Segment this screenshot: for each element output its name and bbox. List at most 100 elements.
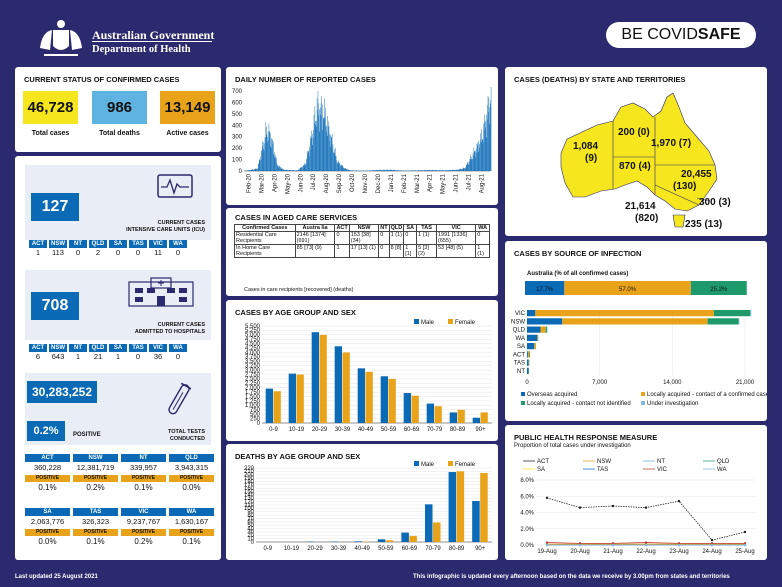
source-bar xyxy=(562,318,708,325)
y-tick-label: 0 xyxy=(257,421,261,427)
map-nsw: 20,455 (130) xyxy=(673,169,712,192)
care-cell: 85 [73] (9) xyxy=(294,244,336,258)
care-header: QLD xyxy=(388,224,405,232)
y-tick-label: 5,250 xyxy=(245,328,261,334)
tests-state-header: QLD xyxy=(169,454,214,462)
y-tick-label: 2,250 xyxy=(245,381,261,387)
y-tick-label: 250 xyxy=(250,416,261,422)
state-header: NT xyxy=(69,240,87,248)
icu-value: 127 xyxy=(31,193,79,221)
department-title: Department of Health xyxy=(92,44,191,55)
source-bar xyxy=(527,359,529,366)
age-deaths-chart: 0102030405060708090100110120130140150160… xyxy=(244,461,492,552)
legend-label: VIC xyxy=(657,467,668,473)
care-header: VIC xyxy=(435,224,477,232)
x-tick-label: Apr-20 xyxy=(272,173,278,192)
source-bar xyxy=(535,310,714,317)
y-tick-label: 100 xyxy=(232,158,243,164)
state-header: NSW xyxy=(49,240,67,248)
bar-male xyxy=(377,539,386,542)
australia-map: 1,084 (9) 200 (0) 1,970 (7) 870 (4) 20,45… xyxy=(560,92,731,230)
y-tick-label: 2,000 xyxy=(245,386,261,392)
series-point xyxy=(545,496,549,500)
care-cell: 0 xyxy=(334,231,350,245)
series-point xyxy=(578,543,582,547)
bar-female xyxy=(319,334,327,423)
y-tick-label: 160 xyxy=(244,486,255,492)
care-cell: 153 [38] (34) xyxy=(348,231,380,245)
x-tick-label: 50-59 xyxy=(381,427,397,433)
care-header: TAS xyxy=(416,224,437,232)
y-tick-label: 1,250 xyxy=(245,399,261,405)
legend-swatch xyxy=(641,401,645,405)
x-tick-label: 20-29 xyxy=(307,546,323,552)
source-bar xyxy=(527,326,541,333)
legend-swatch xyxy=(414,319,419,324)
tests-state-header: NT xyxy=(121,454,166,462)
tests-state-header: VIC xyxy=(121,508,166,516)
legend-label: QLD xyxy=(717,459,730,465)
state-value: 11 xyxy=(154,248,162,257)
x-tick-label: Sep-20 xyxy=(337,173,343,193)
tests-state-vic: VIC 9,237,767 POSITIVE 0.2% xyxy=(121,508,166,548)
aged-care-note: Cases in care recipients [recovered] (de… xyxy=(244,287,354,293)
tests-state-value: 339,957 xyxy=(129,463,158,472)
y-tick-label: 3,500 xyxy=(245,359,261,365)
tests-state-header: SA xyxy=(25,508,70,516)
x-tick-label: 60-69 xyxy=(404,427,420,433)
total-deaths-label: Total deaths xyxy=(99,130,140,137)
care-cell: Residential Care Recipients xyxy=(234,231,296,245)
x-tick-label: 0-9 xyxy=(269,427,278,433)
source-aus-label: 17.7% xyxy=(536,287,554,293)
bar-male xyxy=(426,403,434,423)
y-tick-label: 3,250 xyxy=(245,363,261,369)
x-tick-label: Jul-21 xyxy=(467,173,473,190)
y-tick-label: 4,250 xyxy=(245,346,261,352)
tests-label2: CONDUCTED xyxy=(169,436,205,442)
y-tick-label: 2.0% xyxy=(520,527,534,533)
x-tick-label: 80-89 xyxy=(450,427,466,433)
care-header: Confirmed Cases xyxy=(234,224,296,232)
state-value: 0 xyxy=(75,248,81,257)
tests-state-value: 2,063,776 xyxy=(30,517,65,526)
legend-label: SA xyxy=(537,467,545,473)
x-tick-label: May-21 xyxy=(441,173,447,194)
care-cell: 5 [3] (2) xyxy=(416,244,437,258)
x-tick-label: Jan-21 xyxy=(389,173,395,192)
y-tick-label: 170 xyxy=(244,483,255,489)
source-bar xyxy=(527,310,536,317)
y-tick-label: 600 xyxy=(232,100,243,106)
y-tick-label: TAS xyxy=(514,361,525,367)
hosp-label1: CURRENT CASES xyxy=(157,322,205,328)
x-tick-label: 22-Aug xyxy=(636,549,655,555)
x-tick-label: 30-39 xyxy=(331,546,347,552)
tests-positive-tag: POSITIVE xyxy=(121,529,166,536)
tests-state-value: 360,228 xyxy=(33,463,62,472)
legend-swatch xyxy=(521,401,525,405)
bar-female xyxy=(342,352,350,423)
bar-male xyxy=(472,500,480,542)
tests-state-wa: WA 1,630,167 POSITIVE 0.1% xyxy=(169,508,214,548)
gov-title: Australian Government xyxy=(92,28,215,42)
x-tick-label: 90+ xyxy=(475,546,486,552)
x-tick-label: 40-49 xyxy=(358,427,374,433)
x-tick-label: Jun-20 xyxy=(298,173,304,192)
state-header: SA xyxy=(109,240,127,248)
state-col-vic: VIC 11 xyxy=(149,240,169,257)
test-tube-icon xyxy=(168,382,191,415)
bar-female xyxy=(434,406,442,423)
age-deaths-panel: DEATHS BY AGE GROUP AND SEX 0 10 20 30 40 50 6… xyxy=(226,444,498,560)
icu-section: 127 CURRENT CASES INTENSIVE CARE UNITS (… xyxy=(25,165,211,240)
x-tick-label: 20-Aug xyxy=(570,549,589,555)
state-col-act: ACT 1 xyxy=(29,240,49,257)
source-bar xyxy=(707,318,739,325)
legend-label: Female xyxy=(455,462,476,468)
care-header: SA xyxy=(403,224,418,232)
y-tick-label: 1,750 xyxy=(245,390,261,396)
map-title: CASES (DEATHS) BY STATE AND TERRITORIES xyxy=(514,75,686,84)
y-tick-label: 40 xyxy=(247,526,254,532)
source-bar xyxy=(713,310,751,317)
care-cell: 2146 [1374] (691) xyxy=(294,231,336,245)
x-tick-label: 60-69 xyxy=(402,546,418,552)
bar-female xyxy=(385,540,394,542)
